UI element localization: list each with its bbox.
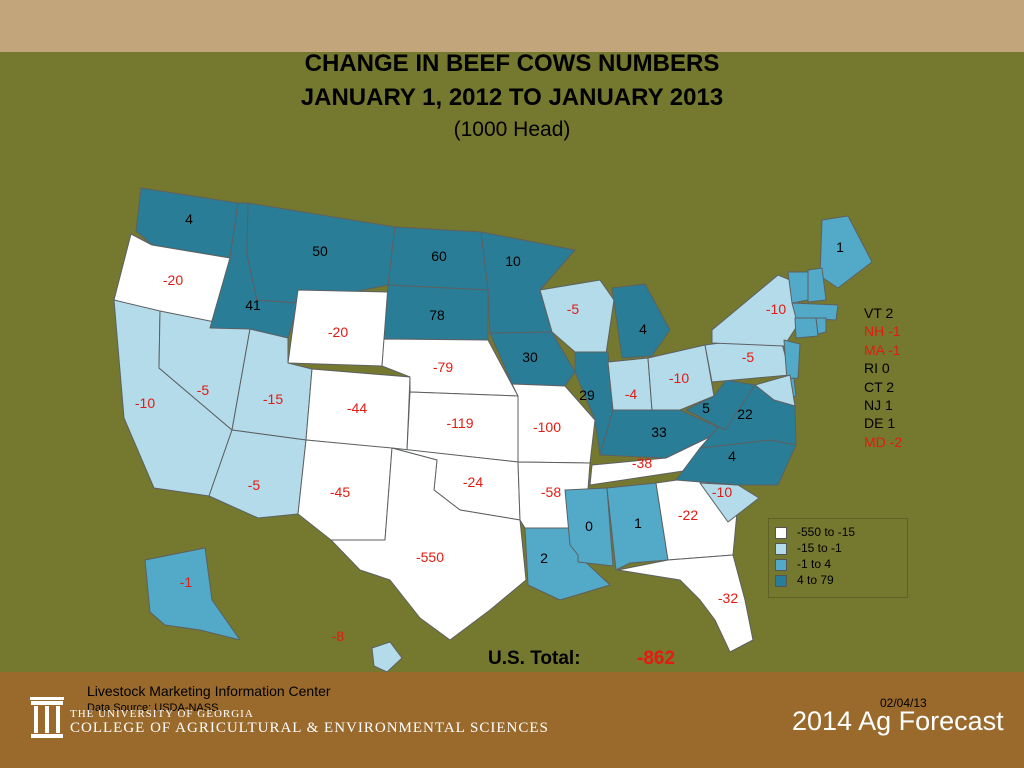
footer-date: 02/04/13 [880, 696, 927, 710]
legend: -550 to -15 -15 to -1 -1 to 4 4 to 79 [768, 518, 908, 598]
map-title: CHANGE IN BEEF COWS NUMBERS [304, 50, 720, 77]
state-value-me: 1 [836, 239, 844, 255]
state-ri [815, 317, 827, 335]
legend-label: -550 to -15 [797, 525, 856, 539]
small-state-entry: MA -1 [864, 341, 901, 358]
state-value-sc: -10 [712, 484, 732, 500]
legend-label: -1 to 4 [797, 557, 832, 571]
state-value-az: -5 [248, 477, 261, 493]
small-state-entry: NJ 1 [864, 397, 893, 414]
state-fl [617, 554, 754, 653]
state-value-nv: -5 [197, 382, 210, 398]
map-unit: (1000 Head) [453, 118, 571, 141]
state-value-va: 22 [737, 406, 753, 422]
legend-swatch [775, 575, 787, 587]
state-value-hi: -8 [332, 628, 345, 644]
state-value-wa: 4 [185, 211, 193, 227]
state-ny [711, 274, 802, 347]
state-value-ga: -22 [678, 507, 698, 523]
state-oh [647, 344, 715, 411]
state-value-ms: 0 [585, 518, 593, 534]
small-state-entry: DE 1 [864, 415, 896, 432]
state-value-il: 29 [579, 387, 595, 403]
state-value-ks: -119 [447, 415, 474, 431]
small-state-entry: RI 0 [864, 360, 890, 377]
state-value-id: 41 [245, 297, 261, 313]
state-value-wy: -20 [328, 324, 348, 340]
map-subtitle: JANUARY 1, 2012 TO JANUARY 2013 [300, 84, 724, 111]
state-ct [794, 317, 819, 339]
university-name: THE UNIVERSITY OF GEORGIA [70, 708, 254, 720]
footer-center-name: Livestock Marketing Information Center [87, 683, 331, 699]
state-ma [791, 302, 839, 321]
state-value-mn: 10 [505, 253, 521, 269]
top-band [0, 0, 1024, 52]
state-value-la: 2 [540, 550, 548, 566]
state-tx [330, 447, 527, 641]
state-wv [685, 379, 756, 431]
state-az [208, 429, 307, 519]
state-al [606, 482, 669, 571]
small-state-entry: NH -1 [864, 323, 901, 340]
us-total-label: U.S. Total: [488, 648, 581, 669]
us-total-value: -862 [637, 648, 676, 669]
state-value-sd: 78 [429, 307, 445, 323]
legend-label: 4 to 79 [797, 573, 834, 587]
footer-data-source: Data Source: USDA-NASS [87, 702, 219, 714]
legend-label: -15 to -1 [797, 541, 842, 555]
state-value-or: -20 [163, 272, 183, 288]
state-ak [144, 547, 241, 641]
state-value-ia: 30 [522, 349, 538, 365]
us-states-map: 4-20-1041-550-20-15-5-44-456078-79-119-2… [113, 187, 873, 672]
small-state-entry: VT 2 [864, 305, 894, 321]
state-value-mt: 50 [312, 243, 328, 259]
uga-arch-logo [30, 697, 64, 738]
state-value-wv: 5 [702, 400, 710, 416]
state-value-ak: -1 [180, 574, 193, 590]
small-state-entry: CT 2 [864, 378, 895, 395]
small-states-list: VT 2 NH -1 MA -1 RI 0 CT 2 NJ 1 DE 1 MD -2 [864, 304, 902, 451]
state-ia [489, 331, 576, 387]
state-value-ne: -79 [433, 359, 453, 375]
state-nh [807, 267, 827, 303]
college-name: COLLEGE OF AGRICULTURAL & ENVIRONMENTAL … [70, 720, 549, 736]
state-value-nd: 60 [431, 248, 447, 264]
state-me [819, 215, 873, 289]
ag-forecast-logo: 2014 Ag Forecast [792, 706, 1004, 736]
legend-swatch [775, 527, 787, 539]
state-value-ut: -15 [263, 391, 283, 407]
state-hi [371, 641, 403, 672]
state-value-fl: -32 [718, 590, 738, 606]
state-value-ny: -10 [766, 301, 786, 317]
state-value-ar: -58 [541, 484, 561, 500]
state-value-in: -4 [625, 386, 638, 402]
state-value-wi: -5 [567, 301, 580, 317]
state-value-oh: -10 [669, 370, 689, 386]
state-md [754, 374, 796, 407]
state-value-mi: 4 [639, 321, 647, 337]
state-value-nc: 4 [728, 448, 736, 464]
state-mi [611, 283, 671, 359]
state-value-mo: -100 [533, 419, 561, 435]
state-value-tn: -38 [632, 455, 652, 471]
footer-band [0, 672, 1024, 768]
state-vt [787, 271, 809, 304]
legend-swatch [775, 543, 787, 555]
state-value-ca: -10 [135, 395, 155, 411]
small-state-entry: MD -2 [864, 433, 903, 450]
state-value-nm: -45 [330, 484, 350, 500]
state-value-pa: -5 [742, 349, 755, 365]
state-value-tx: -550 [416, 549, 444, 565]
state-value-ky: 33 [651, 424, 667, 440]
state-value-al: 1 [634, 515, 642, 531]
state-in [607, 357, 653, 411]
state-value-ok: -24 [463, 474, 483, 490]
state-value-co: -44 [347, 400, 367, 416]
legend-swatch [775, 559, 787, 571]
state-nj [783, 339, 801, 381]
